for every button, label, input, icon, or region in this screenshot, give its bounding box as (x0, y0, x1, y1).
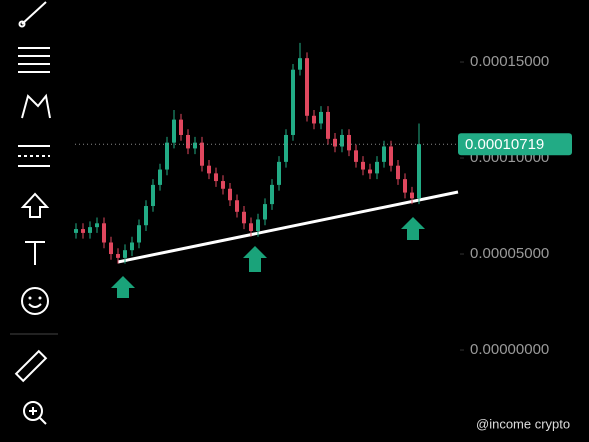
candle-body (207, 165, 211, 174)
candle-body (256, 219, 260, 231)
fib-tool[interactable] (18, 47, 50, 73)
arrow-marker (401, 217, 425, 240)
candle-body (284, 134, 288, 162)
candle-body (333, 138, 337, 147)
candle-body (186, 134, 190, 149)
candle-body (354, 150, 358, 162)
candle-body (417, 144, 421, 199)
y-tick-label: 0.00015000 (470, 53, 549, 70)
candle-body (102, 223, 106, 243)
candle-body (242, 211, 246, 224)
candle-body (144, 206, 148, 226)
candle-body (368, 169, 372, 174)
candle-body (235, 200, 239, 212)
ruler-tool[interactable] (14, 349, 48, 383)
candle-body (151, 184, 155, 207)
candle-body (137, 225, 141, 243)
emoji-tool[interactable] (21, 287, 49, 315)
trend-line-tool[interactable] (18, 1, 47, 28)
candle-body (305, 58, 309, 116)
text-tool[interactable] (25, 241, 45, 265)
candle-body (179, 119, 183, 135)
candle-body (193, 142, 197, 149)
toolbar (10, 1, 58, 425)
candle-body (88, 227, 92, 233)
candle-body (81, 229, 85, 233)
candle-body (396, 165, 400, 180)
candle-body (382, 146, 386, 162)
projection-tool[interactable] (18, 145, 50, 167)
candle-body (263, 204, 267, 220)
y-tick-label: 0.00005000 (470, 245, 549, 262)
zoom-tool[interactable] (23, 401, 47, 425)
candle-body (165, 142, 169, 170)
last-price-box (458, 133, 572, 156)
candle-body (95, 223, 99, 228)
candle-body (389, 146, 393, 166)
candle-body (326, 111, 330, 139)
candle-body (277, 161, 281, 185)
candle-body (221, 181, 225, 189)
candle-body (116, 254, 120, 258)
arrow-marker (111, 276, 135, 298)
plot-area (74, 42, 464, 351)
candle-body (340, 134, 344, 147)
candle-body (249, 223, 253, 231)
candle-body (347, 134, 351, 151)
arrow-marker (243, 246, 267, 272)
candle-body (410, 192, 414, 199)
pattern-tool[interactable] (21, 93, 51, 119)
candle-body (130, 242, 134, 251)
watermark: @income crypto (476, 416, 570, 431)
candle-body (214, 173, 218, 182)
candle-body (375, 161, 379, 174)
arrow-tool[interactable] (20, 192, 50, 218)
candle-body (123, 250, 127, 258)
candle-body (200, 142, 204, 166)
candle-body (228, 188, 232, 201)
candle-body (291, 69, 295, 135)
support-trendline (117, 190, 459, 264)
candle-body (403, 179, 407, 193)
candle-body (158, 169, 162, 185)
candle-body (319, 111, 323, 124)
candle-body (270, 184, 274, 205)
candle-body (74, 229, 78, 233)
candle-body (298, 58, 302, 70)
candle-body (361, 161, 365, 170)
candle-body (109, 242, 113, 255)
last-price-label: 0.00010719 (465, 136, 544, 153)
candle-body (172, 119, 176, 143)
y-tick-label: 0.00000000 (470, 341, 549, 358)
candle-body (312, 115, 316, 124)
